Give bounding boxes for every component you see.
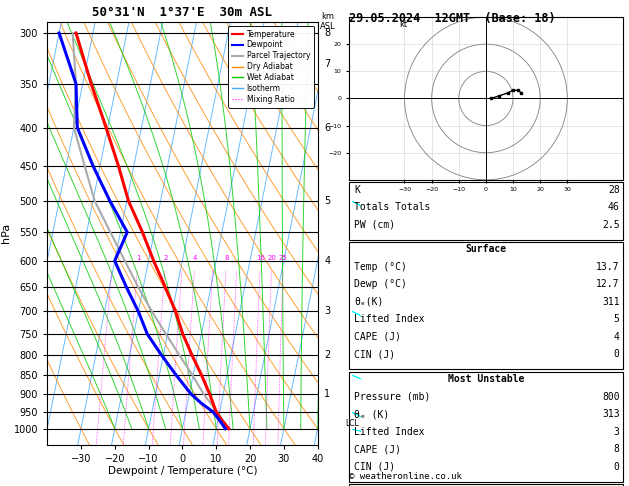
Text: 28: 28 [608,185,620,195]
Text: km
ASL: km ASL [320,12,335,31]
Text: 1: 1 [136,255,140,261]
X-axis label: Dewpoint / Temperature (°C): Dewpoint / Temperature (°C) [108,467,257,476]
Title: 50°31'N  1°37'E  30m ASL: 50°31'N 1°37'E 30m ASL [92,6,272,19]
Text: Surface: Surface [465,244,506,255]
Text: Pressure (mb): Pressure (mb) [354,392,430,402]
Text: 0: 0 [614,349,620,360]
Text: θₑ (K): θₑ (K) [354,409,389,419]
Text: 2: 2 [164,255,168,261]
Text: LCL: LCL [345,419,359,428]
Text: 3: 3 [614,427,620,437]
Text: 16: 16 [256,255,265,261]
Text: Lifted Index: Lifted Index [354,427,425,437]
Text: 6: 6 [324,122,330,133]
Text: PW (cm): PW (cm) [354,220,395,230]
Text: 3: 3 [324,307,330,316]
Text: Most Unstable: Most Unstable [448,374,524,384]
Text: 46: 46 [608,202,620,212]
Text: Temp (°C): Temp (°C) [354,262,407,272]
Text: © weatheronline.co.uk: © weatheronline.co.uk [349,472,462,481]
Text: 7: 7 [324,59,330,69]
Text: CAPE (J): CAPE (J) [354,332,401,342]
Text: Totals Totals: Totals Totals [354,202,430,212]
Text: 5: 5 [614,314,620,325]
Y-axis label: hPa: hPa [1,223,11,243]
Text: 8: 8 [225,255,229,261]
Text: 8: 8 [614,444,620,454]
Text: 4: 4 [324,256,330,266]
Text: 1: 1 [324,389,330,399]
Text: CAPE (J): CAPE (J) [354,444,401,454]
Text: K: K [354,185,360,195]
Text: Lifted Index: Lifted Index [354,314,425,325]
Legend: Temperature, Dewpoint, Parcel Trajectory, Dry Adiabat, Wet Adiabat, Isotherm, Mi: Temperature, Dewpoint, Parcel Trajectory… [228,26,314,108]
Text: Dewp (°C): Dewp (°C) [354,279,407,290]
Text: kt: kt [399,20,407,29]
Text: 313: 313 [602,409,620,419]
Text: 4: 4 [614,332,620,342]
Text: 29.05.2024  12GMT  (Base: 18): 29.05.2024 12GMT (Base: 18) [349,12,555,25]
Text: 0: 0 [614,462,620,472]
Text: 12.7: 12.7 [596,279,620,290]
Text: 8: 8 [324,28,330,38]
Text: 25: 25 [279,255,287,261]
Text: 5: 5 [324,196,330,206]
Text: 800: 800 [602,392,620,402]
Text: 13.7: 13.7 [596,262,620,272]
Text: 311: 311 [602,297,620,307]
Text: 2: 2 [324,350,330,360]
Text: CIN (J): CIN (J) [354,462,395,472]
Text: CIN (J): CIN (J) [354,349,395,360]
Text: θₑ(K): θₑ(K) [354,297,384,307]
Text: 2.5: 2.5 [602,220,620,230]
Text: 20: 20 [267,255,276,261]
Text: 4: 4 [193,255,197,261]
